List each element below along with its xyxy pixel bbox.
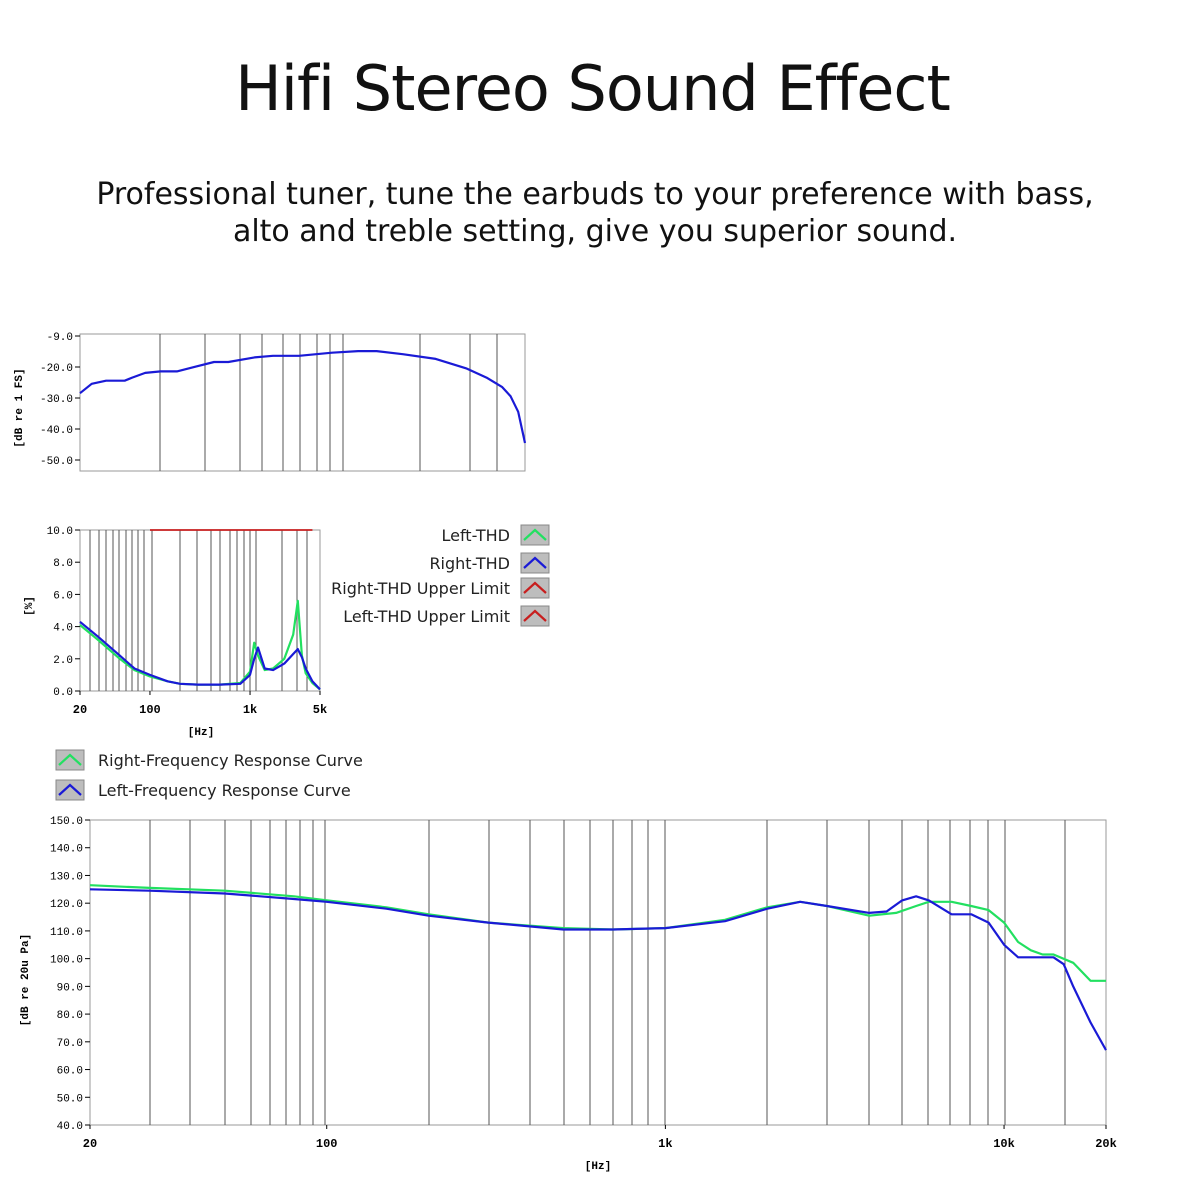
y-tick-label: -9.0	[47, 332, 73, 344]
legend-swatch-box	[55, 779, 85, 801]
y-tick-label: 140.0	[50, 844, 83, 856]
legend-swatch-box	[520, 524, 550, 546]
y-tick-label: 40.0	[57, 1121, 83, 1133]
x-axis-label: [Hz]	[188, 727, 214, 739]
y-tick-label: -40.0	[40, 425, 73, 437]
y-axis-label: [dB re 1 FS]	[14, 368, 26, 447]
page-subtitle: Professional tuner, tune the earbuds to …	[0, 176, 1190, 250]
y-tick-label: 0.0	[53, 687, 73, 699]
plot-area	[79, 529, 321, 692]
x-tick-label: 5k	[313, 703, 327, 717]
legend-label: Right-Frequency Response Curve	[98, 751, 363, 770]
plot-area	[89, 819, 1107, 1126]
legend-swatch-line	[523, 581, 547, 594]
y-tick-label: 6.0	[53, 590, 73, 602]
series-line-level	[79, 350, 527, 444]
series-line-left-thd	[79, 599, 321, 691]
y-tick-label: -30.0	[40, 394, 73, 406]
y-tick-label: 100.0	[50, 955, 83, 967]
series-line-left-frequency-response-curve	[89, 888, 1107, 1051]
x-axis-label: [Hz]	[585, 1161, 611, 1173]
y-tick-label: 8.0	[53, 558, 73, 570]
legend-swatch	[520, 552, 550, 574]
chart-frequency_response: 150.0 140.0 130.0 120.0 110.0 100.0 90.0 80.0 70…	[20, 816, 1117, 1173]
y-tick-label: 50.0	[57, 1093, 83, 1105]
legend-label: Left-THD	[441, 526, 510, 545]
y-axis-label: [dB re 20u Pa]	[20, 934, 32, 1026]
subtitle-line-2: alto and treble setting, give you superi…	[232, 214, 958, 249]
y-tick-label: -50.0	[40, 456, 73, 468]
page-title: Hifi Stereo Sound Effect	[235, 52, 951, 125]
legend-swatch-box	[520, 605, 550, 627]
legend-swatch	[520, 577, 550, 599]
y-tick-label: 4.0	[53, 623, 73, 635]
legend-swatch	[520, 605, 550, 627]
legend-swatch-line	[58, 783, 82, 796]
legend-swatch	[520, 524, 550, 546]
y-tick-label: -20.0	[40, 363, 73, 375]
x-tick-label: 20	[83, 1137, 97, 1151]
x-tick-label: 20k	[1095, 1137, 1117, 1151]
y-tick-label: 120.0	[50, 899, 83, 911]
legend-label: Left-Frequency Response Curve	[98, 781, 351, 800]
legend-swatch	[55, 749, 85, 771]
chart-thd: 10.0 8.0 6.0 4.0 2.0 0.020 100 1k 5k [%] [Hz]	[24, 526, 327, 739]
legend-label: Left-THD Upper Limit	[343, 607, 510, 626]
legend-swatch-line	[523, 609, 547, 622]
plot-area	[79, 333, 526, 472]
legend-swatch-box	[55, 749, 85, 771]
chart-level: -9.0 -20.0 -30.0 -40.0 -50.0 [dB re 1 FS]	[14, 332, 527, 472]
series-line-right-thd	[79, 620, 321, 691]
legend-swatch	[55, 779, 85, 801]
legend-swatch-box	[520, 552, 550, 574]
y-tick-label: 80.0	[57, 1010, 83, 1022]
y-tick-label: 90.0	[57, 982, 83, 994]
y-axis-label: [%]	[24, 596, 36, 616]
y-tick-label: 60.0	[57, 1066, 83, 1078]
y-tick-label: 10.0	[47, 526, 73, 538]
legend-swatch-line	[523, 528, 547, 541]
y-tick-label: 150.0	[50, 816, 83, 828]
legend-swatch-line	[523, 556, 547, 569]
y-tick-label: 110.0	[50, 927, 83, 939]
subtitle-line-1: Professional tuner, tune the earbuds to …	[96, 177, 1094, 212]
legend-swatch-line	[58, 753, 82, 766]
x-tick-label: 10k	[993, 1137, 1015, 1151]
legend-swatch-box	[520, 577, 550, 599]
series-line-right-frequency-response-curve	[89, 884, 1106, 982]
x-tick-label: 1k	[658, 1137, 672, 1151]
y-tick-label: 70.0	[57, 1038, 83, 1050]
x-tick-label: 100	[139, 703, 161, 717]
y-tick-label: 2.0	[53, 655, 73, 667]
x-tick-label: 20	[73, 703, 87, 717]
y-tick-label: 130.0	[50, 871, 83, 883]
legend-label: Right-THD Upper Limit	[331, 579, 510, 598]
x-tick-label: 100	[316, 1137, 338, 1151]
legend-label: Right-THD	[429, 554, 510, 573]
x-tick-label: 1k	[243, 703, 257, 717]
